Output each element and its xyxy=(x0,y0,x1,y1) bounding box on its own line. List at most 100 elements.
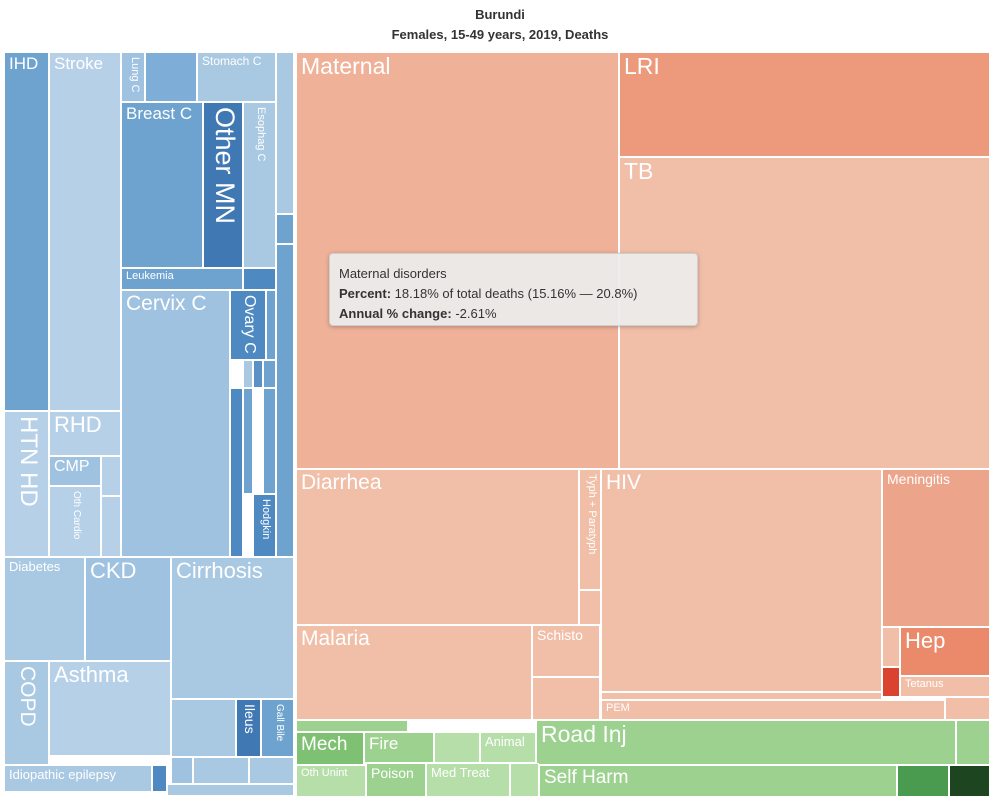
tooltip-percent-row: Percent: 18.18% of total deaths (15.16% … xyxy=(339,284,688,304)
cell-copd[interactable]: COPD xyxy=(4,661,49,765)
cell-hodgkin[interactable]: Hodgkin xyxy=(253,494,276,557)
cell-ckd-label: CKD xyxy=(90,558,137,583)
cell-unlabeled[interactable] xyxy=(171,757,193,784)
cell-meningitis-label: Meningitis xyxy=(887,471,951,487)
cell-unlabeled[interactable] xyxy=(266,290,276,360)
cell-asthma[interactable]: Asthma xyxy=(49,661,171,756)
cell-tetanus[interactable]: Tetanus xyxy=(900,676,990,697)
cell-oth-unint-label: Oth Unint xyxy=(301,767,348,779)
cell-breast-c-label: Breast C xyxy=(126,104,193,123)
cell-gall-bile[interactable]: Gall Bile xyxy=(261,699,294,757)
cell-unlabeled[interactable] xyxy=(253,360,263,388)
cell-ihd-label: IHD xyxy=(9,54,39,73)
cell-ovary-c[interactable]: Ovary C xyxy=(230,290,266,360)
cell-lri[interactable]: LRI xyxy=(619,52,990,157)
cell-unlabeled[interactable] xyxy=(243,360,253,388)
cell-unlabeled[interactable] xyxy=(296,720,408,732)
cell-meningitis[interactable]: Meningitis xyxy=(882,469,990,627)
cell-unlabeled[interactable] xyxy=(263,388,276,494)
cell-idiopathic-epilepsy-label: Idiopathic epilepsy xyxy=(9,767,116,782)
cell-unlabeled[interactable] xyxy=(101,496,121,557)
cell-idiopathic-epilepsy[interactable]: Idiopathic epilepsy xyxy=(4,765,152,792)
cell-typh-paratyph-label: Typh + Paratyph xyxy=(586,474,598,555)
cell-unlabeled[interactable] xyxy=(276,214,294,244)
cell-rhd[interactable]: RHD xyxy=(49,411,121,456)
cell-self-harm-label: Self Harm xyxy=(544,767,629,788)
cell-leukemia-label: Leukemia xyxy=(126,270,174,282)
tooltip-name: Maternal disorders xyxy=(339,266,447,281)
cell-other-mn-label: Other MN xyxy=(210,107,240,225)
cell-diarrhea[interactable]: Diarrhea xyxy=(296,469,579,625)
cell-diabetes-label: Diabetes xyxy=(9,559,61,574)
cell-cmp[interactable]: CMP xyxy=(49,456,101,486)
cell-stomach-c-label: Stomach C xyxy=(202,54,262,68)
cell-med-treat[interactable]: Med Treat xyxy=(426,763,510,797)
cell-road-inj[interactable]: Road Inj xyxy=(536,720,956,765)
cell-unlabeled[interactable] xyxy=(510,763,539,797)
cell-schisto[interactable]: Schisto xyxy=(532,625,600,677)
cell-ckd[interactable]: CKD xyxy=(85,557,171,661)
cell-unlabeled[interactable] xyxy=(276,244,294,557)
cell-unlabeled[interactable] xyxy=(532,677,600,720)
cell-unlabeled[interactable] xyxy=(956,720,990,765)
cell-esophag-c[interactable]: Esophag C xyxy=(243,102,276,268)
cell-pem[interactable]: PEM xyxy=(601,700,945,720)
cell-unlabeled[interactable] xyxy=(945,697,990,720)
cell-unlabeled[interactable] xyxy=(243,388,253,494)
cell-unlabeled[interactable] xyxy=(152,765,167,792)
cell-breast-c[interactable]: Breast C xyxy=(121,102,203,268)
cell-unlabeled[interactable] xyxy=(101,456,121,496)
cell-hep[interactable]: Hep xyxy=(900,627,990,676)
cell-unlabeled[interactable] xyxy=(882,627,900,667)
cell-fire-label: Fire xyxy=(369,734,399,753)
cell-mech[interactable]: Mech xyxy=(296,732,364,765)
tooltip-change-value: -2.61% xyxy=(455,306,497,321)
cell-ihd[interactable]: IHD xyxy=(4,52,49,411)
cell-oth-unint[interactable]: Oth Unint xyxy=(296,765,366,797)
cell-unlabeled[interactable] xyxy=(249,757,294,784)
cell-cervix-c[interactable]: Cervix C xyxy=(121,290,230,557)
tooltip-percent-label: Percent: xyxy=(339,286,392,301)
cell-unlabeled[interactable] xyxy=(193,757,249,784)
cell-hiv-label: HIV xyxy=(606,471,642,494)
cell-unlabeled[interactable] xyxy=(276,52,294,214)
cell-htn-hd[interactable]: HTN HD xyxy=(4,411,49,557)
cell-self-harm[interactable]: Self Harm xyxy=(539,765,897,797)
cell-unlabeled[interactable] xyxy=(263,360,276,388)
cell-diabetes[interactable]: Diabetes xyxy=(4,557,85,661)
cell-leukemia[interactable]: Leukemia xyxy=(121,268,243,290)
cell-unlabeled[interactable] xyxy=(171,699,236,757)
cell-unlabeled[interactable] xyxy=(882,667,900,697)
cell-unlabeled[interactable] xyxy=(601,692,882,700)
cell-other-mn[interactable]: Other MN xyxy=(203,102,243,268)
cell-poison[interactable]: Poison xyxy=(366,763,426,797)
cell-ileus[interactable]: Ileus xyxy=(236,699,261,757)
chart-header: Burundi Females, 15-49 years, 2019, Deat… xyxy=(0,0,1000,48)
cell-unlabeled[interactable] xyxy=(167,784,294,796)
cell-unlabeled[interactable] xyxy=(243,268,276,290)
cell-hiv[interactable]: HIV xyxy=(601,469,882,692)
cell-animal[interactable]: Animal xyxy=(480,732,536,763)
cell-poison-label: Poison xyxy=(371,765,414,781)
cell-unlabeled[interactable] xyxy=(230,388,243,557)
cell-stroke[interactable]: Stroke xyxy=(49,52,121,411)
cell-unlabeled[interactable] xyxy=(145,52,197,102)
cell-ileus-label: Ileus xyxy=(242,704,258,734)
cell-fire[interactable]: Fire xyxy=(364,732,434,763)
cell-malaria-label: Malaria xyxy=(301,627,370,650)
chart-subtitle: Females, 15-49 years, 2019, Deaths xyxy=(391,27,609,42)
cell-unlabeled[interactable] xyxy=(579,590,601,625)
cell-animal-label: Animal xyxy=(485,734,525,749)
cell-tb-label: TB xyxy=(624,158,654,184)
cell-unlabeled[interactable] xyxy=(897,765,949,797)
cell-cirrhosis[interactable]: Cirrhosis xyxy=(171,557,294,699)
cell-oth-cardio[interactable]: Oth Cardio xyxy=(49,486,101,557)
cell-unlabeled[interactable] xyxy=(434,732,480,763)
cell-lung-c[interactable]: Lung C xyxy=(121,52,145,102)
cell-unlabeled[interactable] xyxy=(949,765,990,797)
cell-ovary-c-label: Ovary C xyxy=(241,295,258,354)
cell-stomach-c[interactable]: Stomach C xyxy=(197,52,276,102)
cell-malaria[interactable]: Malaria xyxy=(296,625,532,720)
cell-typh-paratyph[interactable]: Typh + Paratyph xyxy=(579,469,601,590)
